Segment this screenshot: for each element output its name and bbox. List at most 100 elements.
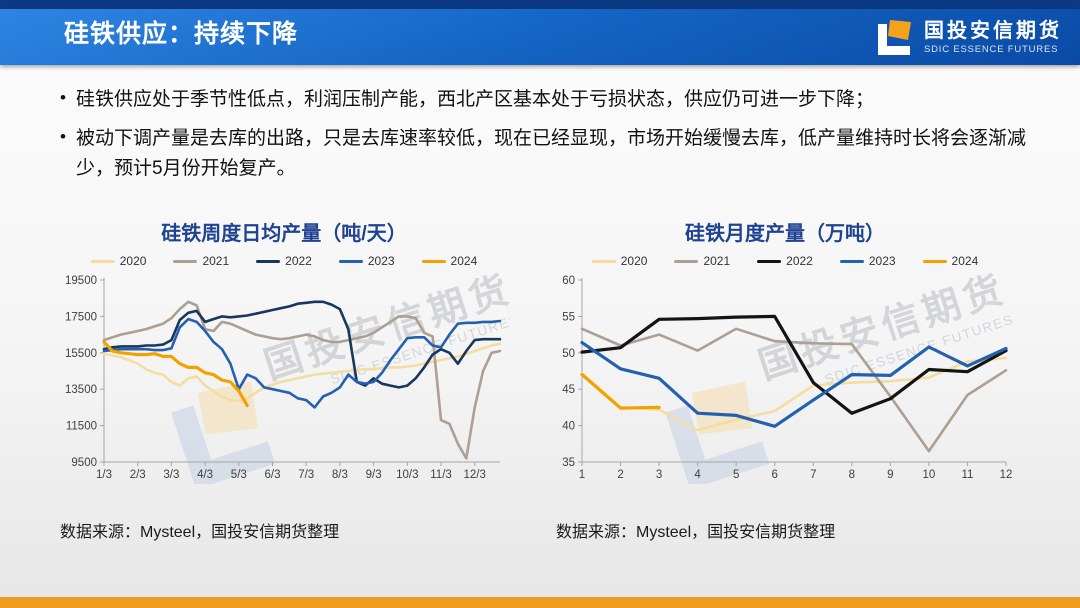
svg-text:11/3: 11/3 bbox=[430, 469, 452, 481]
legend-swatch bbox=[839, 259, 864, 263]
bottom-accent-bar bbox=[0, 597, 1080, 608]
header-bar: 硅铁供应：持续下降 国投安信期货 SDIC ESSENCE FUTURES bbox=[0, 0, 1080, 65]
svg-text:7: 7 bbox=[810, 469, 816, 481]
legend-label: 2022 bbox=[285, 254, 312, 269]
svg-text:12/3: 12/3 bbox=[464, 469, 486, 481]
bullet-item: • 硅铁供应处于季节性低点，利润压制产能，西北产区基本处于亏损状态，供应仍可进一… bbox=[50, 85, 1044, 114]
legend-item-2022: 2022 bbox=[757, 254, 813, 268]
chart-title: 硅铁月度产量（万吨） bbox=[685, 223, 885, 246]
svg-text:4/3: 4/3 bbox=[197, 469, 213, 481]
legend-item-2020: 2020 bbox=[591, 254, 648, 269]
legend-label: 2020 bbox=[620, 254, 648, 269]
chart-legend: 2020 2021 2022 2023 2024 bbox=[58, 250, 510, 272]
svg-text:2/3: 2/3 bbox=[130, 469, 146, 481]
svg-text:60: 60 bbox=[562, 275, 575, 287]
company-logo: 国投安信期货 SDIC ESSENCE FUTURES bbox=[873, 17, 1062, 59]
legend-label: 2023 bbox=[868, 254, 896, 269]
legend-swatch bbox=[674, 259, 699, 263]
bullet-text: 硅铁供应处于季节性低点，利润压制产能，西北产区基本处于亏损状态，供应仍可进一步下… bbox=[76, 89, 875, 110]
svg-text:17500: 17500 bbox=[65, 312, 97, 324]
svg-text:5: 5 bbox=[733, 469, 739, 481]
svg-text:5/3: 5/3 bbox=[231, 469, 247, 481]
svg-text:9500: 9500 bbox=[71, 457, 97, 469]
svg-text:6/3: 6/3 bbox=[265, 469, 281, 481]
svg-text:11500: 11500 bbox=[66, 421, 97, 433]
svg-text:4: 4 bbox=[694, 469, 701, 481]
svg-text:12: 12 bbox=[1000, 469, 1013, 481]
legend-label: 2020 bbox=[119, 254, 147, 269]
legend-swatch bbox=[591, 259, 616, 263]
bullet-marker: • bbox=[60, 127, 66, 147]
svg-text:35: 35 bbox=[562, 457, 575, 469]
legend-item-2020: 2020 bbox=[90, 254, 147, 269]
bullet-text: 被动下调产量是去库的出路，只是去库速率较低，现在已经显现，市场开始缓慢去库，低产… bbox=[76, 128, 1027, 179]
legend-label: 2021 bbox=[202, 254, 230, 269]
svg-text:10/3: 10/3 bbox=[396, 469, 418, 481]
bullet-list: • 硅铁供应处于季节性低点，利润压制产能，西北产区基本处于亏损状态，供应仍可进一… bbox=[0, 65, 1080, 183]
legend-item-2021: 2021 bbox=[173, 254, 229, 268]
page-title: 硅铁供应：持续下降 bbox=[64, 20, 299, 48]
series-line-2023 bbox=[580, 341, 1008, 429]
company-name-cn: 国投安信期货 bbox=[924, 20, 1062, 43]
series-line-2024 bbox=[580, 373, 661, 411]
chart-title: 硅铁周度日均产量（吨/天） bbox=[161, 223, 407, 246]
chart-weekly-production: 硅铁周度日均产量（吨/天） 2020 2021 2022 2023 2024 国投安信期… bbox=[58, 217, 510, 542]
legend-item-2022: 2022 bbox=[256, 254, 312, 268]
svg-text:1/3: 1/3 bbox=[96, 469, 112, 481]
series-line-2020 bbox=[580, 356, 1008, 432]
svg-text:2: 2 bbox=[617, 469, 623, 481]
svg-text:55: 55 bbox=[562, 312, 575, 324]
legend-item-2024: 2024 bbox=[421, 254, 478, 269]
axes: 9500 11500 13500 15500 17500 19500 1/3 2/3 3/3 4/… bbox=[65, 275, 500, 481]
legend-label: 2023 bbox=[367, 254, 395, 269]
svg-text:50: 50 bbox=[562, 348, 575, 360]
legend-label: 2024 bbox=[450, 254, 478, 269]
legend-label: 2024 bbox=[951, 254, 979, 269]
legend-swatch bbox=[757, 259, 782, 263]
chart-legend: 2020 2021 2022 2023 2024 bbox=[554, 250, 1016, 272]
series-line-2021 bbox=[102, 300, 502, 461]
legend-swatch bbox=[338, 259, 363, 263]
svg-text:1: 1 bbox=[579, 469, 585, 481]
data-source-caption: 数据来源：Mysteel，国投安信期货整理 bbox=[60, 524, 340, 542]
svg-text:8: 8 bbox=[849, 469, 855, 481]
charts-row: 硅铁周度日均产量（吨/天） 2020 2021 2022 2023 2024 国投安信期… bbox=[0, 193, 1080, 542]
data-source-caption: 数据来源：Mysteel，国投安信期货整理 bbox=[556, 524, 836, 542]
company-name: 国投安信期货 SDIC ESSENCE FUTURES bbox=[924, 21, 1062, 55]
company-name-en: SDIC ESSENCE FUTURES bbox=[924, 44, 1059, 56]
svg-text:15500: 15500 bbox=[65, 348, 97, 360]
svg-text:11: 11 bbox=[961, 469, 973, 481]
chart-monthly-production: 硅铁月度产量（万吨） 2020 2021 2022 2023 2024 国投安信期货 SD… bbox=[554, 217, 1016, 542]
series-line-2021 bbox=[580, 327, 1008, 453]
logo-mark-icon bbox=[878, 20, 911, 55]
svg-text:7/3: 7/3 bbox=[298, 469, 314, 481]
svg-text:3: 3 bbox=[656, 469, 662, 481]
legend-item-2024: 2024 bbox=[922, 254, 979, 269]
svg-text:3/3: 3/3 bbox=[163, 469, 179, 481]
series-line-2022 bbox=[580, 315, 1008, 416]
svg-text:8/3: 8/3 bbox=[332, 469, 348, 481]
bullet-item: • 被动下调产量是去库的出路，只是去库速率较低，现在已经显现，市场开始缓慢去库，… bbox=[50, 124, 1044, 183]
legend-swatch bbox=[256, 259, 281, 263]
series-line-2023 bbox=[102, 318, 502, 410]
bullet-marker: • bbox=[60, 88, 66, 107]
svg-text:40: 40 bbox=[562, 421, 575, 433]
series-line-2024 bbox=[102, 340, 249, 408]
legend-label: 2022 bbox=[786, 254, 813, 269]
svg-text:19500: 19500 bbox=[65, 275, 97, 287]
legend-label: 2021 bbox=[703, 254, 731, 269]
legend-swatch bbox=[90, 259, 115, 263]
legend-item-2021: 2021 bbox=[674, 254, 730, 268]
svg-text:10: 10 bbox=[923, 469, 936, 481]
svg-text:9: 9 bbox=[887, 469, 893, 481]
legend-swatch bbox=[421, 259, 446, 263]
svg-text:6: 6 bbox=[772, 469, 778, 481]
series-line-2022 bbox=[102, 300, 502, 390]
legend-item-2023: 2023 bbox=[839, 254, 896, 269]
